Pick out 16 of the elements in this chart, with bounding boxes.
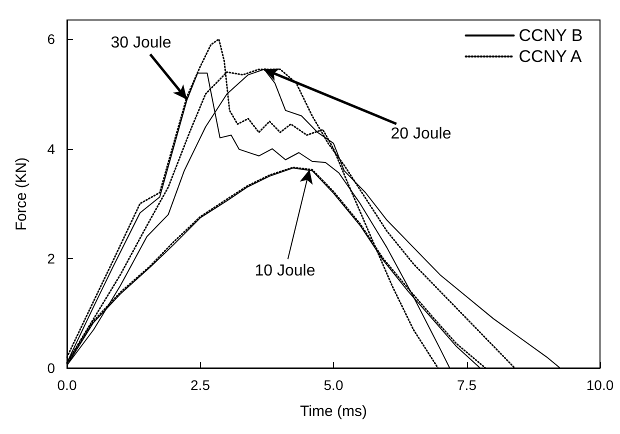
annotation: 20 Joule xyxy=(390,126,452,142)
y-axis-title: Force (KN) xyxy=(13,157,30,231)
annotation: 30 Joule xyxy=(110,34,172,52)
x-tick-label: 5.0 xyxy=(324,377,344,393)
annotation: 10 Joule xyxy=(254,262,316,280)
x-axis-title: Time (ms) xyxy=(300,403,367,420)
x-tick-label: 2.5 xyxy=(190,377,210,393)
legend-label: CCNY A xyxy=(518,47,582,66)
x-tick-label: 7.5 xyxy=(457,377,477,393)
y-tick-label: 0 xyxy=(47,360,56,376)
x-tick-label: 10.0 xyxy=(586,377,614,393)
x-tick-label: 0.0 xyxy=(57,377,77,393)
legend-label: CCNY B xyxy=(518,26,583,45)
y-tick-label: 2 xyxy=(47,250,56,266)
y-tick-label: 4 xyxy=(47,140,56,157)
y-tick-label: 6 xyxy=(47,31,56,48)
